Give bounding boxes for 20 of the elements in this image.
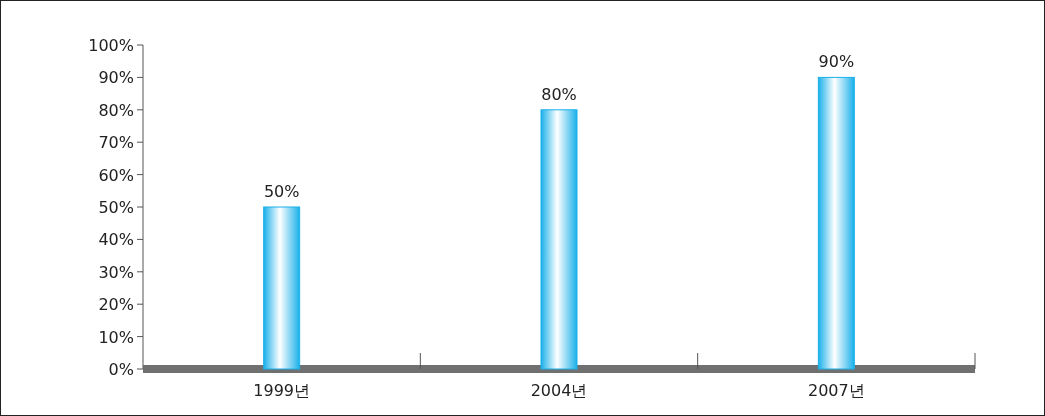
y-tick-label: 50% [98, 198, 134, 217]
y-tick-label: 30% [98, 262, 134, 282]
y-tick-label: 60% [98, 165, 134, 185]
y-tick-label: 0% [108, 360, 134, 379]
bar [263, 206, 301, 370]
y-tick-label: 90% [98, 68, 134, 88]
x-tick-label: 1999년 [253, 381, 311, 400]
bar [817, 76, 855, 370]
data-label: 50% [263, 182, 300, 201]
y-tick-label: 80% [98, 100, 134, 120]
y-tick-label: 70% [98, 133, 134, 153]
data-label: 90% [818, 52, 855, 72]
y-tick-label: 20% [98, 295, 134, 315]
bar [540, 109, 578, 370]
x-tick-label: 2007년 [807, 381, 865, 400]
y-tick-label: 40% [98, 230, 134, 250]
x-tick-label: 2004년 [530, 381, 588, 400]
y-tick-label: 100% [88, 36, 134, 55]
y-tick-label: 10% [98, 327, 134, 347]
data-label: 80% [541, 84, 577, 104]
